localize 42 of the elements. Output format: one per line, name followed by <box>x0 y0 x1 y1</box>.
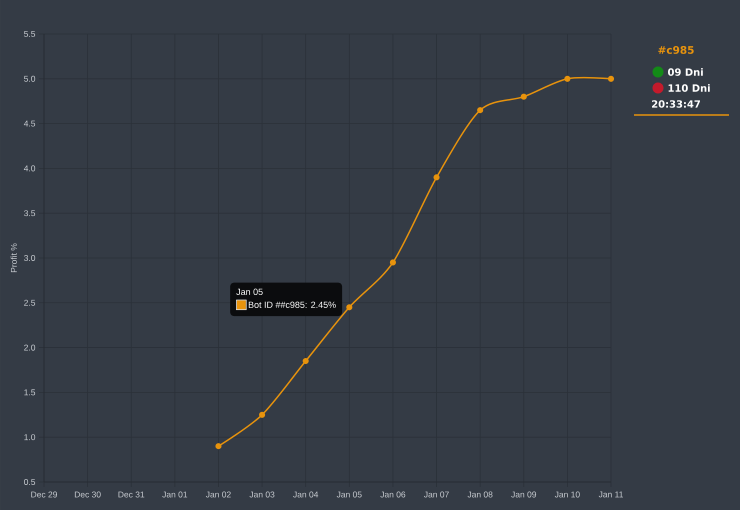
y-tick-label: 3.5 <box>24 210 36 216</box>
x-tick-label: Jan 07 <box>424 492 449 498</box>
x-tick-label: Jan 08 <box>468 492 492 498</box>
text: 09 Dni <box>668 68 703 76</box>
x-tick-label: Jan 10 <box>554 492 580 498</box>
y-tick-label: 5.0 <box>24 76 36 82</box>
point <box>390 259 396 266</box>
y-tick-label: 3.0 <box>24 254 36 261</box>
x-tick-label: Jan 11 <box>598 492 623 498</box>
x-tick-label: Jan 03 <box>249 492 274 498</box>
x-tick-label: Jan 09 <box>511 492 536 498</box>
x-tick-label: Jan 05 <box>336 492 362 498</box>
y-tick-label: 1.5 <box>24 389 36 396</box>
x-tick-label: Dec 30 <box>74 492 101 498</box>
y-tick-label: 4.0 <box>24 165 36 172</box>
point <box>520 94 527 100</box>
text: #c985 <box>658 46 694 54</box>
point <box>302 358 309 364</box>
text: 20:33:47 <box>652 100 700 108</box>
y-tick-label: 2.5 <box>24 300 36 306</box>
point <box>564 76 570 82</box>
y-tick-label: 2.0 <box>24 344 36 351</box>
y-tick-label: 1.0 <box>24 434 36 440</box>
point <box>215 443 222 450</box>
point <box>346 304 352 310</box>
x-tick-label: Jan 02 <box>206 492 231 498</box>
text: 110 Dni <box>668 84 710 92</box>
point <box>259 412 266 418</box>
x-tick-label: Jan 06 <box>380 492 406 498</box>
x-tick-label: Dec 29 <box>31 492 58 498</box>
y-axis-title: Profit % <box>10 243 17 272</box>
x-tick-label: Jan 04 <box>293 492 318 498</box>
point <box>477 107 484 114</box>
x-tick-label: Jan 01 <box>162 492 188 498</box>
annotation: Jan 05 <box>236 288 263 295</box>
point <box>433 174 440 180</box>
y-tick-label: 4.5 <box>24 120 36 127</box>
y-tick-label: 0.5 <box>24 478 36 485</box>
annotation: Bot ID ##c985: 2.45% <box>248 302 336 308</box>
x-tick-label: Dec 31 <box>118 492 144 498</box>
y-tick-label: 5.5 <box>24 31 36 37</box>
point <box>608 76 614 82</box>
